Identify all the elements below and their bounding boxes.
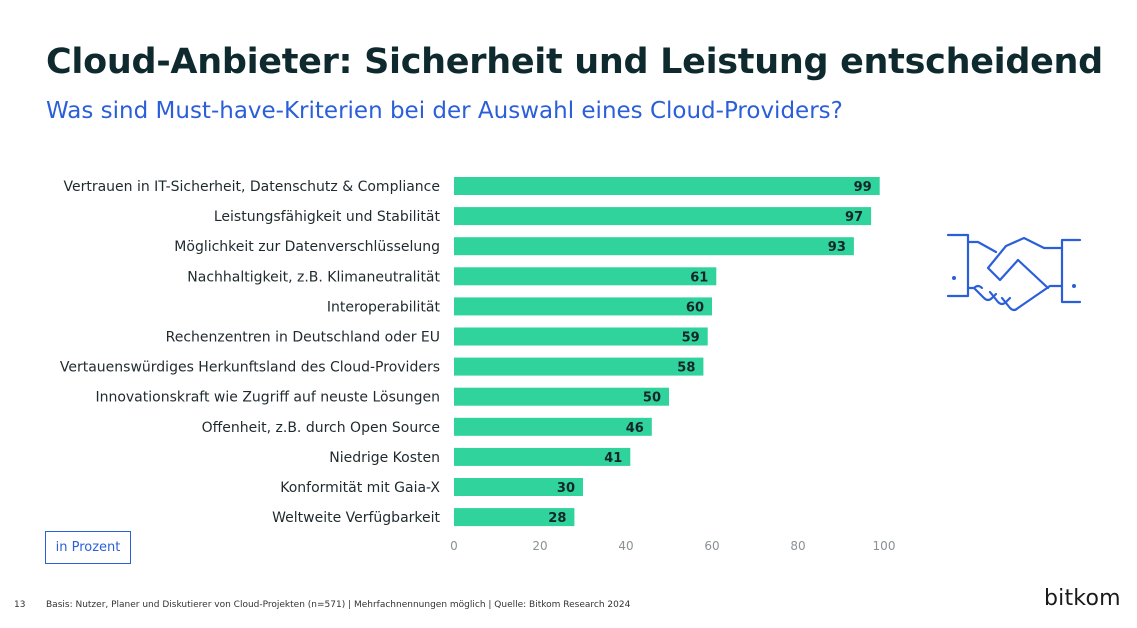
value-labels: 99 97 93 61 60 59 58 50 46 41 30 28 bbox=[548, 180, 871, 526]
source-footnote: Basis: Nutzer, Planer und Diskutierer vo… bbox=[46, 600, 631, 610]
x-tick-label: 0 bbox=[450, 539, 458, 553]
bar bbox=[454, 417, 652, 436]
bar bbox=[454, 357, 704, 376]
value-label: 50 bbox=[643, 391, 661, 406]
x-tick-label: 100 bbox=[873, 539, 896, 553]
category-label: Vertrauen in IT-Sicherheit, Datenschutz … bbox=[63, 179, 440, 195]
bar bbox=[454, 207, 872, 226]
unit-label: in Prozent bbox=[45, 531, 131, 564]
value-label: 60 bbox=[686, 300, 704, 315]
value-label: 28 bbox=[548, 511, 566, 526]
value-label: 41 bbox=[604, 451, 622, 466]
bar bbox=[454, 327, 708, 346]
value-label: 93 bbox=[828, 240, 846, 255]
category-label: Interoperabilität bbox=[327, 299, 441, 315]
category-label: Vertauenswürdiges Herkunftsland des Clou… bbox=[60, 360, 440, 376]
bars bbox=[454, 177, 880, 527]
bar bbox=[454, 478, 583, 496]
x-tick-label: 80 bbox=[790, 539, 805, 553]
category-label: Nachhaltigkeit, z.B. Klimaneutralität bbox=[187, 269, 440, 285]
x-tick-label: 20 bbox=[532, 539, 547, 553]
x-tick-label: 40 bbox=[618, 539, 633, 553]
category-label: Niedrige Kosten bbox=[329, 450, 440, 466]
category-labels: Vertrauen in IT-Sicherheit, Datenschutz … bbox=[60, 179, 441, 526]
category-label: Konformität mit Gaia-X bbox=[280, 480, 440, 496]
bar bbox=[454, 237, 854, 256]
value-label: 58 bbox=[677, 361, 695, 376]
category-label: Rechenzentren in Deutschland oder EU bbox=[166, 330, 440, 346]
x-axis-ticks: 0 20 40 60 80 100 bbox=[450, 539, 895, 553]
category-label: Möglichkeit zur Datenverschlüsselung bbox=[174, 239, 440, 255]
bar bbox=[454, 508, 575, 527]
value-label: 30 bbox=[557, 481, 575, 496]
bitkom-logo: bitkom bbox=[1044, 586, 1121, 611]
category-label: Weltweite Verfügbarkeit bbox=[272, 510, 440, 526]
category-label: Offenheit, z.B. durch Open Source bbox=[202, 420, 440, 436]
value-label: 61 bbox=[690, 270, 708, 285]
value-label: 46 bbox=[626, 421, 644, 436]
handshake-icon bbox=[946, 233, 1082, 312]
category-label: Leistungsfähigkeit und Stabilität bbox=[214, 209, 441, 225]
bar bbox=[454, 177, 880, 195]
bar bbox=[454, 387, 669, 406]
bar bbox=[454, 267, 717, 286]
x-tick-label: 60 bbox=[704, 539, 719, 553]
page-number: 13 bbox=[14, 600, 26, 610]
page-subtitle: Was sind Must-have-Kriterien bei der Aus… bbox=[46, 98, 843, 124]
value-label: 97 bbox=[845, 210, 863, 225]
value-label: 59 bbox=[682, 331, 700, 346]
value-label: 99 bbox=[854, 180, 872, 195]
category-label: Innovationskraft wie Zugriff auf neuste … bbox=[95, 390, 440, 406]
bar bbox=[454, 297, 712, 316]
bar bbox=[454, 447, 631, 466]
page-title: Cloud-Anbieter: Sicherheit und Leistung … bbox=[46, 42, 1103, 82]
